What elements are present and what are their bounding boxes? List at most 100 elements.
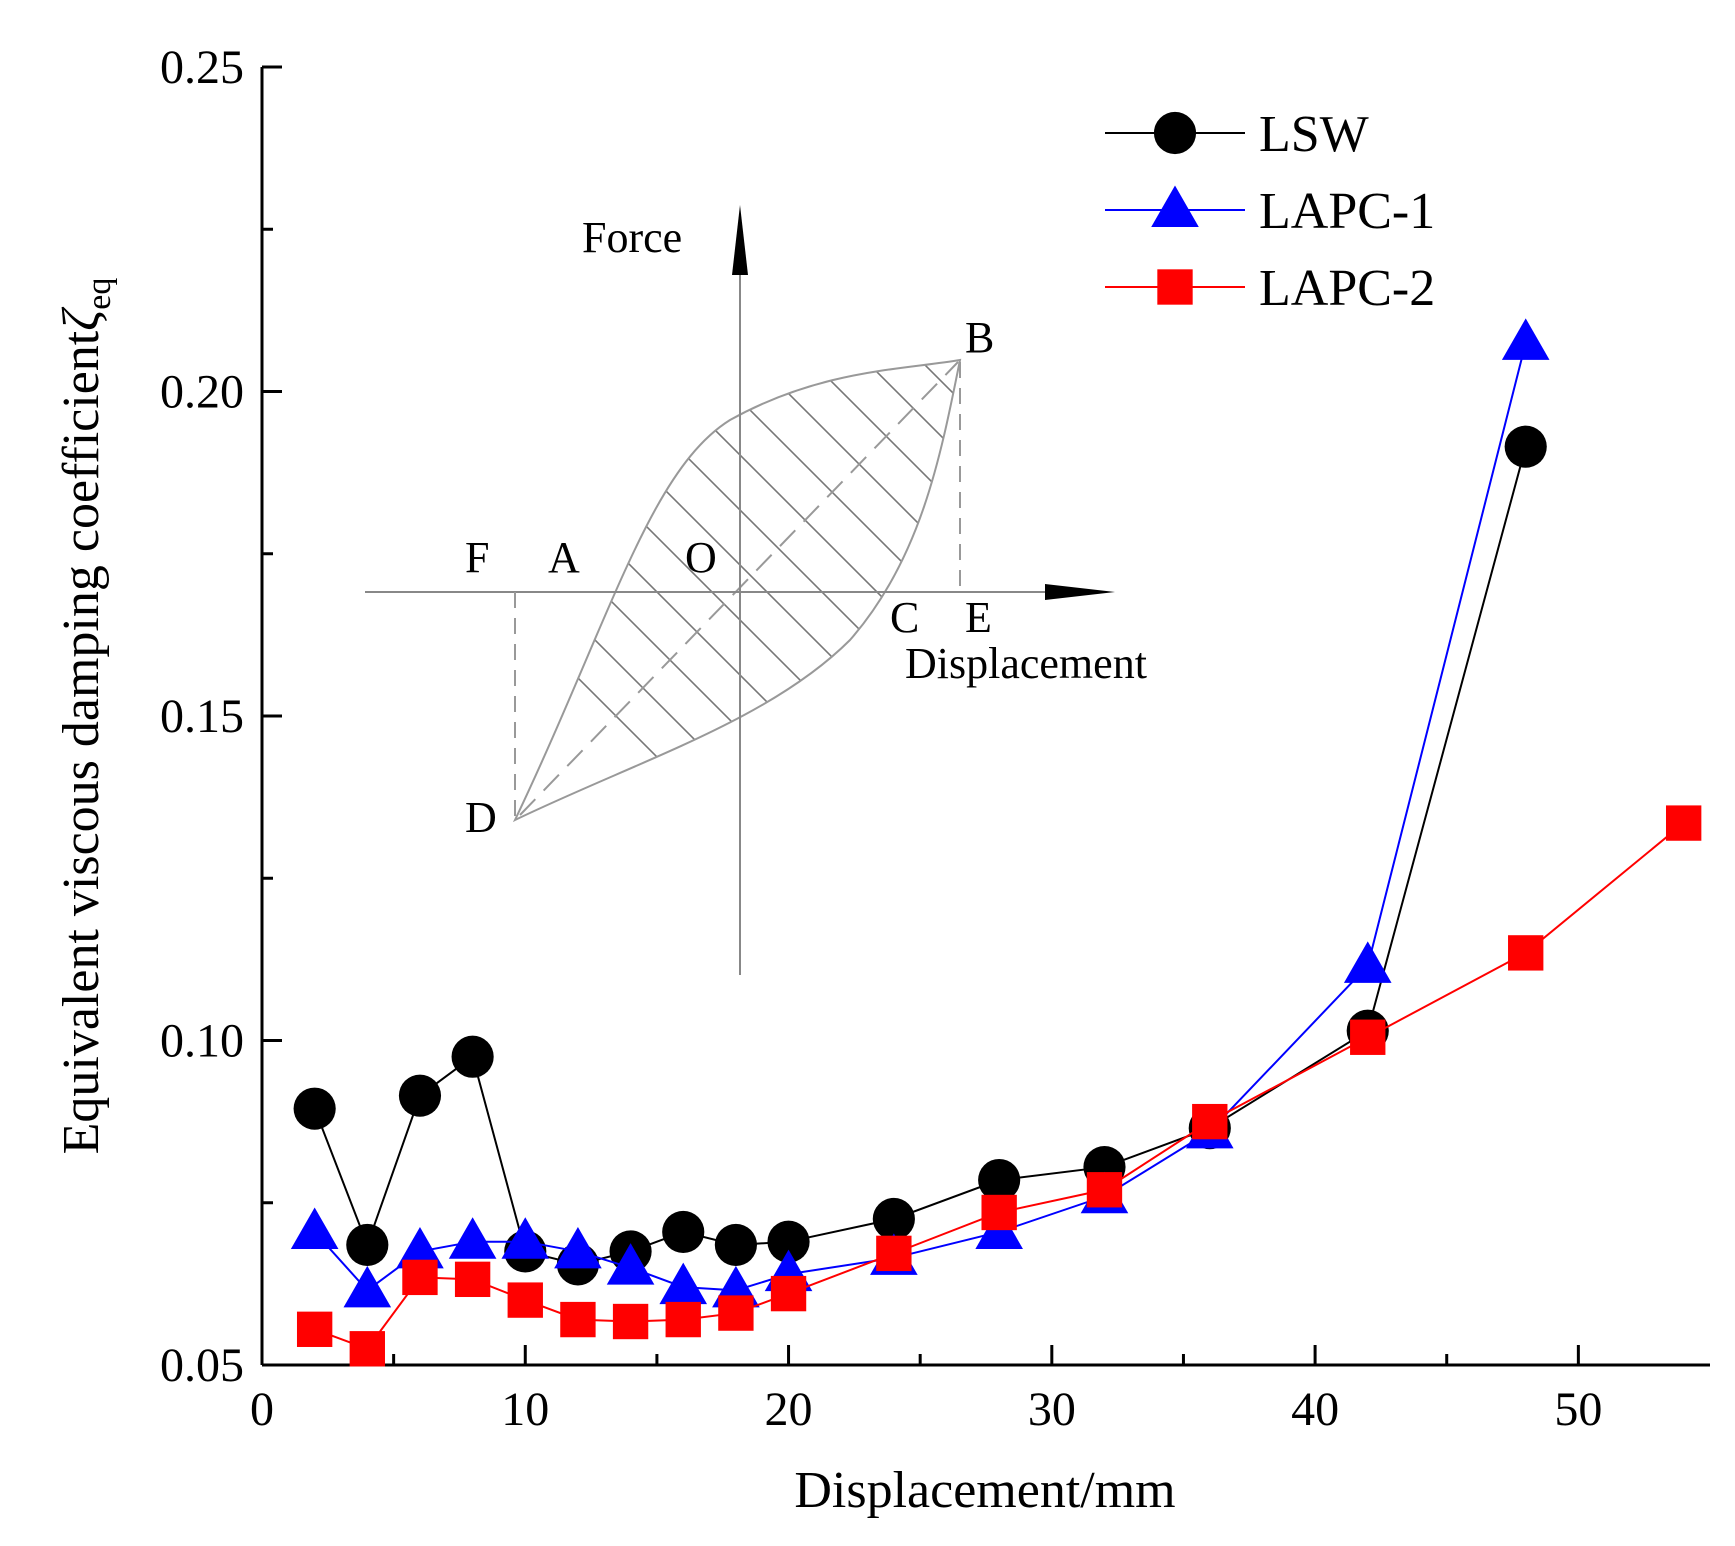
- data-point: [554, 1226, 602, 1269]
- inset-hatch-line: [515, 360, 960, 820]
- legend-marker: [1153, 111, 1197, 155]
- data-point: [1192, 1103, 1228, 1140]
- data-point: [349, 1331, 385, 1367]
- inset-diagram: Force Displacement F A O C E B D: [365, 205, 1147, 975]
- data-point: [1501, 318, 1550, 360]
- inset-hatch-line: [954, 360, 960, 820]
- inset-hatch-line: [515, 360, 960, 820]
- y-axis-title-text: Equivalent viscous damping coefficient: [53, 330, 110, 1154]
- inset-point-E: E: [965, 593, 992, 642]
- x-tick-label: 30: [1028, 1383, 1076, 1436]
- inset-hatching: [515, 360, 960, 820]
- data-point: [876, 1235, 912, 1272]
- inset-force-label: Force: [582, 213, 682, 262]
- x-tick-label: 50: [1554, 1383, 1602, 1436]
- series-line: [313, 446, 1527, 1266]
- data-point: [454, 1261, 491, 1298]
- data-point: [296, 1311, 333, 1347]
- inset-hatch-line: [515, 360, 960, 820]
- inset-hatch-line: [515, 360, 960, 820]
- data-point: [1086, 1172, 1123, 1208]
- y-tick-label: 0.05: [160, 1339, 244, 1392]
- inset-hatch-line: [515, 360, 960, 820]
- legend-item: LSW: [1105, 106, 1369, 163]
- data-point: [346, 1223, 389, 1267]
- inset-point-F: F: [465, 533, 489, 582]
- y-axis-title: Equivalent viscous damping coefficientζe…: [53, 278, 118, 1155]
- inset-hatch-line: [515, 360, 960, 820]
- data-point: [1350, 1019, 1386, 1055]
- inset-point-C: C: [890, 593, 919, 642]
- data-point: [606, 1243, 655, 1285]
- inset-hatch-line: [515, 360, 960, 820]
- inset-point-A: A: [548, 533, 580, 582]
- inset-displacement-label: Displacement: [905, 639, 1147, 688]
- data-point: [872, 1197, 915, 1241]
- inset-point-B: B: [965, 313, 994, 362]
- inset-hatch-line: [515, 360, 960, 820]
- legend-label: LAPC-2: [1259, 260, 1435, 317]
- x-tick-label: 40: [1291, 1383, 1339, 1436]
- inset-hatch-line: [515, 360, 960, 820]
- legend-item: LAPC-2: [1105, 260, 1435, 317]
- inset-hatch-line: [789, 360, 960, 820]
- x-axis-title: Displacement/mm: [794, 1462, 1175, 1519]
- y-axis-title-subscript: eq: [81, 278, 118, 310]
- legend-marker: [1157, 269, 1193, 305]
- data-point: [978, 1158, 1021, 1202]
- data-point: [402, 1259, 438, 1296]
- legend-item: LAPC-1: [1105, 183, 1435, 240]
- series-group: [290, 318, 1702, 1367]
- inset-hatch-line: [624, 360, 960, 820]
- x-tick-label: 10: [501, 1383, 549, 1436]
- legend: LSW LAPC-1 LAPC-2: [1105, 106, 1435, 317]
- series-LAPC-2: [296, 805, 1702, 1367]
- data-point: [501, 1217, 550, 1259]
- inset-hatch-line: [734, 360, 960, 820]
- y-axis-title-symbol: ζ: [53, 307, 110, 331]
- data-point: [981, 1194, 1017, 1231]
- data-point: [612, 1303, 649, 1340]
- data-point: [1504, 425, 1547, 468]
- data-point: [343, 1265, 392, 1308]
- legend-marker: [1151, 185, 1199, 227]
- inset-point-D: D: [465, 793, 497, 842]
- inset-hatch-line: [679, 360, 960, 820]
- inset-hatch-line: [844, 360, 960, 820]
- data-point: [662, 1210, 705, 1254]
- x-tick-label: 0: [250, 1383, 274, 1436]
- inset-hatch-line: [569, 360, 960, 820]
- data-point: [665, 1301, 701, 1338]
- data-point: [396, 1226, 444, 1269]
- series-line: [313, 342, 1527, 1292]
- data-point: [290, 1207, 339, 1249]
- inset-hysteresis-loop: [512, 358, 962, 823]
- data-point: [718, 1295, 754, 1331]
- data-point: [767, 1220, 810, 1263]
- data-point: [507, 1282, 543, 1318]
- inset-hatch-line: [515, 360, 960, 820]
- data-point: [451, 1035, 494, 1078]
- data-point: [714, 1223, 757, 1267]
- x-ticks: 0 10 20 30 40 50: [250, 1345, 1602, 1436]
- data-point: [560, 1301, 596, 1338]
- y-tick-label: 0.20: [160, 366, 244, 419]
- data-point: [1343, 941, 1392, 983]
- inset-point-O: O: [685, 533, 717, 582]
- inset-hatch-line: [515, 360, 960, 820]
- data-point: [398, 1074, 442, 1117]
- inset-hatch-line: [899, 360, 960, 820]
- y-tick-label: 0.15: [160, 690, 244, 743]
- legend-label: LAPC-1: [1259, 183, 1435, 240]
- x-tick-label: 20: [765, 1383, 813, 1436]
- data-point: [293, 1087, 336, 1130]
- data-point: [448, 1217, 497, 1259]
- data-point: [1665, 805, 1702, 841]
- y-tick-label: 0.25: [160, 41, 244, 94]
- inset-force-arrow-icon: [732, 205, 748, 275]
- inset-displacement-arrow-icon: [1045, 584, 1115, 600]
- legend-label: LSW: [1259, 106, 1369, 163]
- y-ticks: 0.05 0.10 0.15 0.20 0.25: [160, 41, 282, 1392]
- data-point: [659, 1262, 708, 1305]
